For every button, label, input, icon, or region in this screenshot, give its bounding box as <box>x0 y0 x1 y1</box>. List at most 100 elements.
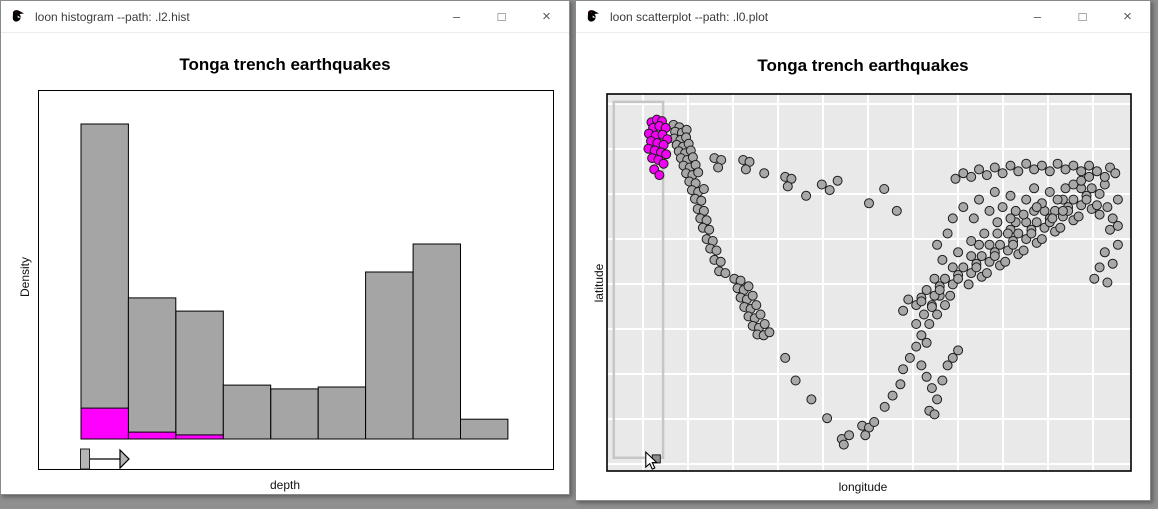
scatter-point[interactable] <box>1002 228 1013 239</box>
scatter-point[interactable] <box>1031 202 1042 213</box>
scatter-point[interactable] <box>968 213 979 224</box>
scatter-point[interactable] <box>713 162 724 173</box>
scatter-point[interactable] <box>1094 262 1105 273</box>
scatter-point[interactable] <box>911 341 922 352</box>
scatter-point[interactable] <box>751 300 762 311</box>
scatter-point[interactable] <box>1068 160 1079 171</box>
scatter-point[interactable] <box>1076 166 1087 177</box>
scatter-point[interactable] <box>937 375 948 386</box>
scatter-point[interactable] <box>932 394 943 405</box>
histogram-selected-segment[interactable] <box>127 431 177 440</box>
scatter-point[interactable] <box>844 430 855 441</box>
minimize-button[interactable]: – <box>452 9 461 24</box>
scatter-point[interactable] <box>976 251 987 262</box>
scatter-point[interactable] <box>1005 213 1016 224</box>
scatter-point[interactable] <box>974 239 984 250</box>
scatter-point[interactable] <box>759 319 770 329</box>
scatter-point[interactable] <box>860 430 871 441</box>
scatter-point[interactable] <box>1036 160 1047 171</box>
scatter-point[interactable] <box>879 401 890 412</box>
scatter-point[interactable] <box>981 170 992 181</box>
scatter-point[interactable] <box>1008 239 1019 250</box>
scatter-point[interactable] <box>974 164 984 175</box>
scatter-point[interactable] <box>1055 222 1066 233</box>
scatter-point[interactable] <box>1112 194 1123 205</box>
scatter-point[interactable] <box>926 383 937 394</box>
scatter-point[interactable] <box>1084 160 1095 171</box>
maximize-button[interactable]: □ <box>1078 9 1087 24</box>
scatter-point[interactable] <box>997 168 1008 179</box>
scatter-point[interactable] <box>963 279 974 290</box>
scatter-point[interactable] <box>790 375 801 386</box>
scatter-point[interactable] <box>822 413 833 424</box>
scatter-point[interactable] <box>1091 200 1102 211</box>
scatter-point[interactable] <box>992 217 1003 228</box>
scatter-point[interactable] <box>1112 220 1123 231</box>
scatter-point[interactable] <box>1018 209 1029 220</box>
scatter-point[interactable] <box>1000 256 1011 267</box>
scatter-point[interactable] <box>958 262 969 273</box>
histogram-selected-segment[interactable] <box>175 434 224 440</box>
scatter-point[interactable] <box>898 305 909 316</box>
scatter-point[interactable] <box>780 352 791 363</box>
scatter-point[interactable] <box>1110 168 1121 179</box>
scatter-point[interactable] <box>984 205 995 216</box>
scatter-point[interactable] <box>1044 187 1055 197</box>
scatter-point[interactable] <box>696 195 707 206</box>
histogram-bar[interactable] <box>222 384 272 440</box>
scatter-point[interactable] <box>1094 209 1105 220</box>
scatter-point[interactable] <box>1029 183 1040 194</box>
scatter-point[interactable] <box>953 345 964 356</box>
scatter-point[interactable] <box>782 181 793 192</box>
scatter-point[interactable] <box>764 327 775 338</box>
scatter-point[interactable] <box>887 390 898 401</box>
scatter-point[interactable] <box>989 251 1000 262</box>
scatter-point[interactable] <box>966 251 977 262</box>
scatter-point[interactable] <box>929 409 940 420</box>
scatter-point[interactable] <box>1060 183 1071 194</box>
histogram-titlebar[interactable]: loon histogram --path: .l2.hist – □ × <box>1 1 569 33</box>
scatter-point[interactable] <box>759 168 770 179</box>
scatter-point[interactable] <box>921 337 932 348</box>
close-button[interactable]: × <box>542 8 551 25</box>
histogram-bar[interactable] <box>365 271 414 440</box>
minimize-button[interactable]: – <box>1033 9 1042 24</box>
histogram-bar[interactable] <box>412 243 462 440</box>
scatter-point[interactable] <box>824 185 835 196</box>
scatter-point[interactable] <box>945 290 956 301</box>
scatter-point[interactable] <box>1102 277 1113 288</box>
scatter-point[interactable] <box>937 254 948 265</box>
scatter-point[interactable] <box>929 273 940 284</box>
scatter-point[interactable] <box>711 245 722 256</box>
scatter-point[interactable] <box>947 213 958 224</box>
scatter-point[interactable] <box>953 273 964 284</box>
scatter-point[interactable] <box>958 202 969 213</box>
scatter-point[interactable] <box>1099 171 1110 182</box>
scatter-point[interactable] <box>1026 228 1037 239</box>
histogram-selected-segment[interactable] <box>80 407 129 440</box>
scatter-point[interactable] <box>971 262 982 273</box>
scatter-point[interactable] <box>924 319 935 329</box>
histogram-plot-canvas[interactable] <box>1 33 569 495</box>
scatter-point[interactable] <box>966 171 977 182</box>
scatter-point[interactable] <box>932 309 943 320</box>
histogram-bar[interactable] <box>270 388 319 440</box>
scatter-point[interactable] <box>1013 228 1024 239</box>
scatter-point[interactable] <box>904 352 915 363</box>
scatterplot-titlebar[interactable]: loon scatterplot --path: .l0.plot – □ × <box>576 1 1150 33</box>
scatter-point[interactable] <box>958 168 969 179</box>
scatter-point[interactable] <box>1091 166 1102 177</box>
scatter-point[interactable] <box>747 290 758 301</box>
scatter-point[interactable] <box>1107 258 1118 269</box>
histogram-bar[interactable] <box>460 418 509 440</box>
maximize-button[interactable]: □ <box>497 9 506 24</box>
scatter-point[interactable] <box>947 352 958 363</box>
scatter-point[interactable] <box>953 247 964 258</box>
scatter-point[interactable] <box>942 228 953 239</box>
scatter-point-selected[interactable] <box>658 158 669 169</box>
scatter-point[interactable] <box>919 309 929 320</box>
scatter-point[interactable] <box>947 262 958 273</box>
scatter-point[interactable] <box>1029 164 1040 175</box>
scatter-point[interactable] <box>1018 245 1029 256</box>
scatter-point[interactable] <box>1052 194 1063 205</box>
